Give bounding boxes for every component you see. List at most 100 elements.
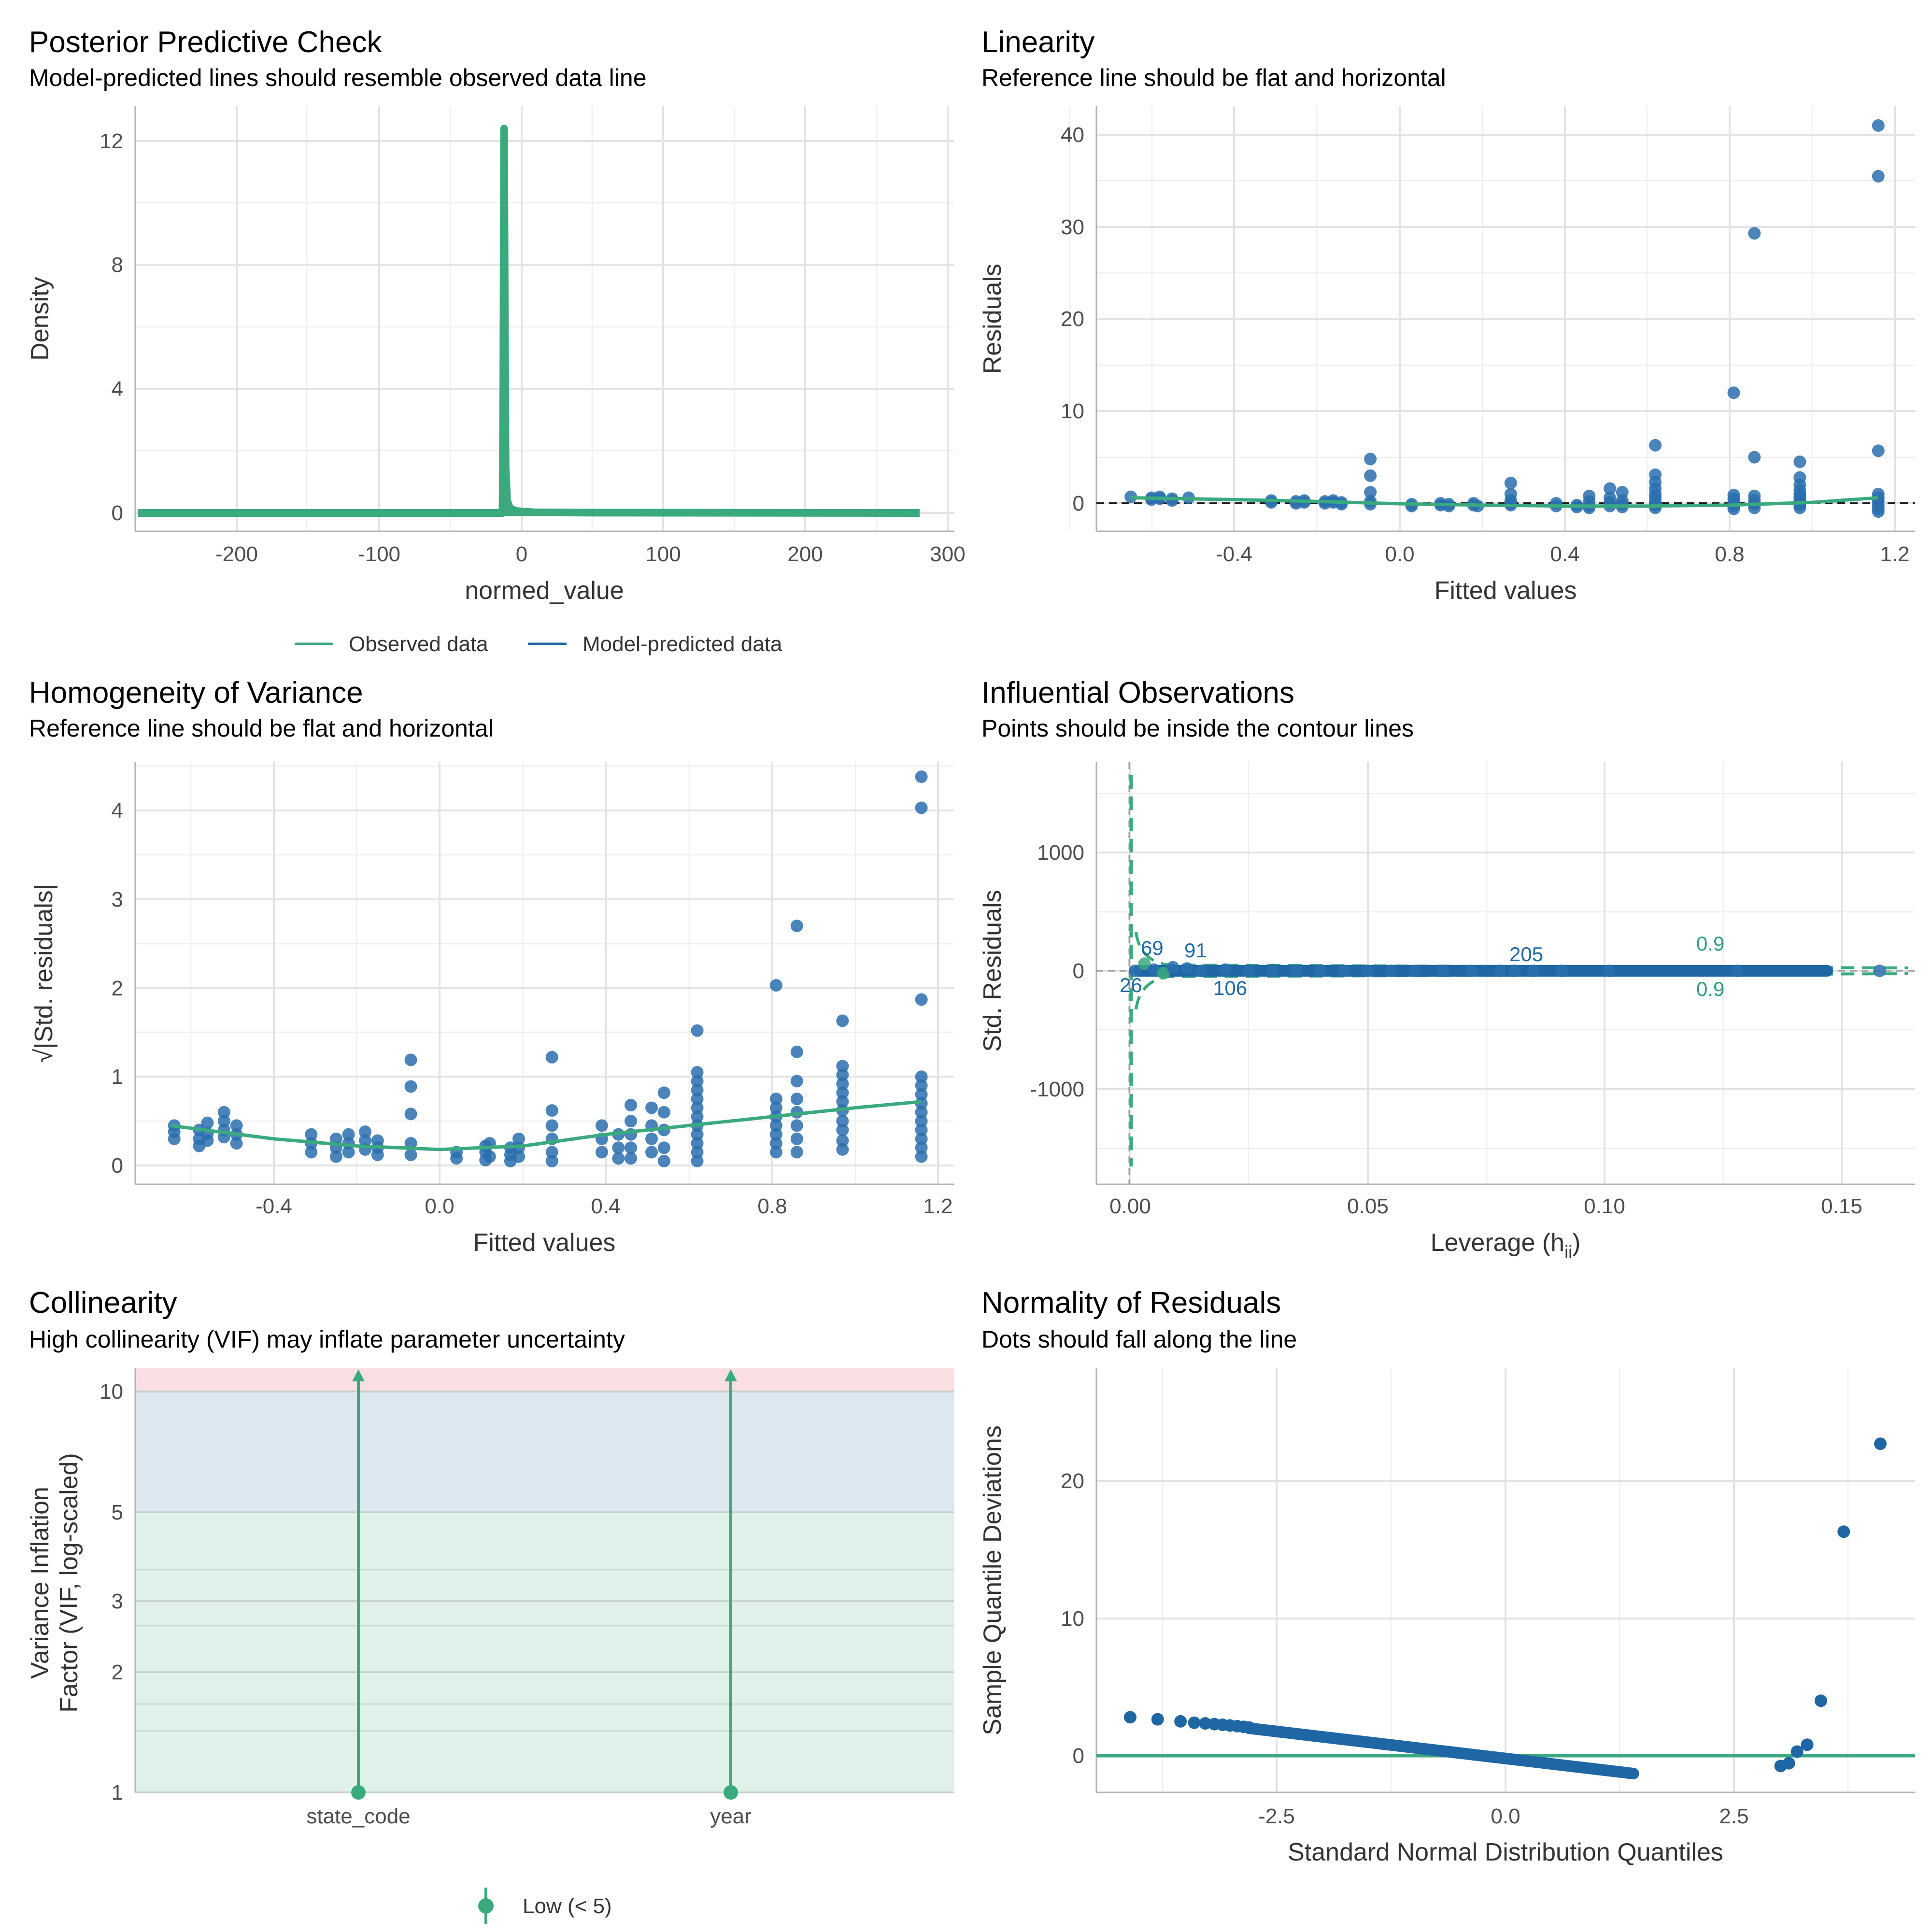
linearity-subtitle: Reference line should be flat and horizo… [981,64,1446,91]
std-residual-point [371,1148,384,1161]
influential-subtitle: Points should be inside the contour line… [981,715,1414,742]
vif-y-tick: 10 [99,1380,123,1404]
std-residual-point [645,1132,658,1145]
std-residual-point [625,1099,638,1112]
std-residual-point [404,1053,417,1066]
std-residual-point [657,1106,670,1119]
linearity-x-axis-title: Fitted values [1435,577,1577,605]
vif-point-state_code [351,1785,366,1800]
std-residual-point [836,1095,849,1108]
std-residual-point [836,1123,849,1136]
std-residual-point [595,1146,608,1159]
std-residual-point [836,1068,849,1081]
std-residual-point [168,1132,181,1145]
std-residual-point [359,1134,372,1147]
residual-point [1793,501,1806,514]
residual-point [1604,482,1617,495]
residual-point [1649,501,1662,514]
homogeneity-x-tick: 0.8 [757,1194,787,1218]
ppc-x-tick: -100 [358,542,400,566]
std-residual-point [915,1070,928,1083]
leverage-point [1157,966,1170,980]
vif-arrow-year [724,1369,737,1381]
std-residual-point [595,1119,608,1132]
std-residual-point [769,1119,782,1132]
homogeneity-x-ticks: -0.4 0.0 0.4 0.8 1.2 [256,1194,953,1218]
leverage-point [1603,965,1616,977]
residual-point [1364,469,1377,482]
leverage-point [1266,964,1279,977]
xlabel-end: ) [1572,1229,1580,1257]
homogeneity-x-tick: -0.4 [256,1194,292,1218]
std-residual-point [836,1077,849,1090]
homogeneity-y-axis-title: √|Std. residuals| [30,884,58,1063]
homogeneity-grid [134,762,954,1185]
std-residual-point [645,1101,658,1114]
linearity-title: Linearity [981,26,1094,59]
std-residual-point [769,979,782,992]
std-residual-point [657,1141,670,1154]
residual-point [1335,497,1348,511]
residual-point [1364,453,1377,466]
legend-low-label: Low (< 5) [523,1894,612,1918]
influential-y-tick: 0 [1073,959,1084,983]
vif-x-tick-year: year [710,1804,752,1828]
std-residual-point [625,1152,638,1165]
std-residual-point [545,1051,558,1064]
residual-point [1872,444,1885,457]
homogeneity-panel: Homogeneity of Variance Reference line s… [29,676,954,1257]
linearity-x-tick: 1.2 [1880,542,1909,566]
std-residual-point [625,1115,638,1128]
std-residual-point [691,1110,704,1123]
std-residual-point [691,1146,704,1159]
legend-low-key-dot [478,1898,494,1914]
influential-points-layer [1128,957,1886,980]
collinearity-title: Collinearity [29,1286,177,1320]
std-residual-point [450,1152,463,1165]
std-residual-point [201,1134,214,1147]
std-residual-point [691,1128,704,1141]
ppc-y-tick: 12 [99,129,123,153]
normality-y-ticks: 0 10 20 [1061,1469,1084,1768]
label-205: 205 [1509,943,1543,966]
std-residual-point [201,1116,214,1129]
vif-point-year [724,1785,738,1800]
std-residual-point [657,1086,670,1099]
qq-point [1199,1717,1212,1730]
linearity-grid [1069,106,1915,532]
influential-y-ticks: -1000 0 1000 [1030,841,1084,1101]
homogeneity-y-tick: 3 [112,888,123,911]
qq-point [1243,1721,1256,1734]
std-residual-point [915,1150,928,1163]
linearity-panel: Linearity Reference line should be flat … [979,26,1915,605]
xlabel-main: Leverage (h [1431,1229,1565,1257]
std-residual-point [915,801,928,814]
std-residual-point [329,1150,342,1163]
std-residual-point [329,1132,342,1145]
influential-title: Influential Observations [981,676,1294,710]
residual-point [1872,505,1885,518]
collinearity-y-ticks: 1 2 3 5 10 [99,1380,123,1804]
vif-high-band [135,1368,954,1392]
normality-y-tick: 10 [1061,1607,1084,1631]
legend-predicted-label: Model-predicted data [582,632,782,656]
std-residual-point [915,770,928,783]
std-residual-point [645,1146,658,1159]
qq-point [1790,1745,1804,1758]
linearity-x-tick: 0.0 [1385,542,1414,566]
std-residual-point [342,1146,355,1159]
homogeneity-title: Homogeneity of Variance [29,676,363,710]
std-residual-point [691,1083,704,1096]
leverage-point [1148,963,1161,976]
std-residual-point [836,1115,849,1128]
homogeneity-x-axis-title: Fitted values [473,1229,616,1257]
leverage-point [1195,965,1208,977]
std-residual-point [836,1086,849,1099]
influential-dense-points [1133,965,1833,977]
influential-x-tick: 0.00 [1109,1194,1151,1218]
leverage-point [1527,965,1540,977]
linearity-y-axis-title: Residuals [979,264,1007,374]
collinearity-subtitle: High collinearity (VIF) may inflate para… [29,1326,625,1353]
leverage-point [1242,965,1255,977]
linearity-x-tick: 0.8 [1715,542,1744,566]
